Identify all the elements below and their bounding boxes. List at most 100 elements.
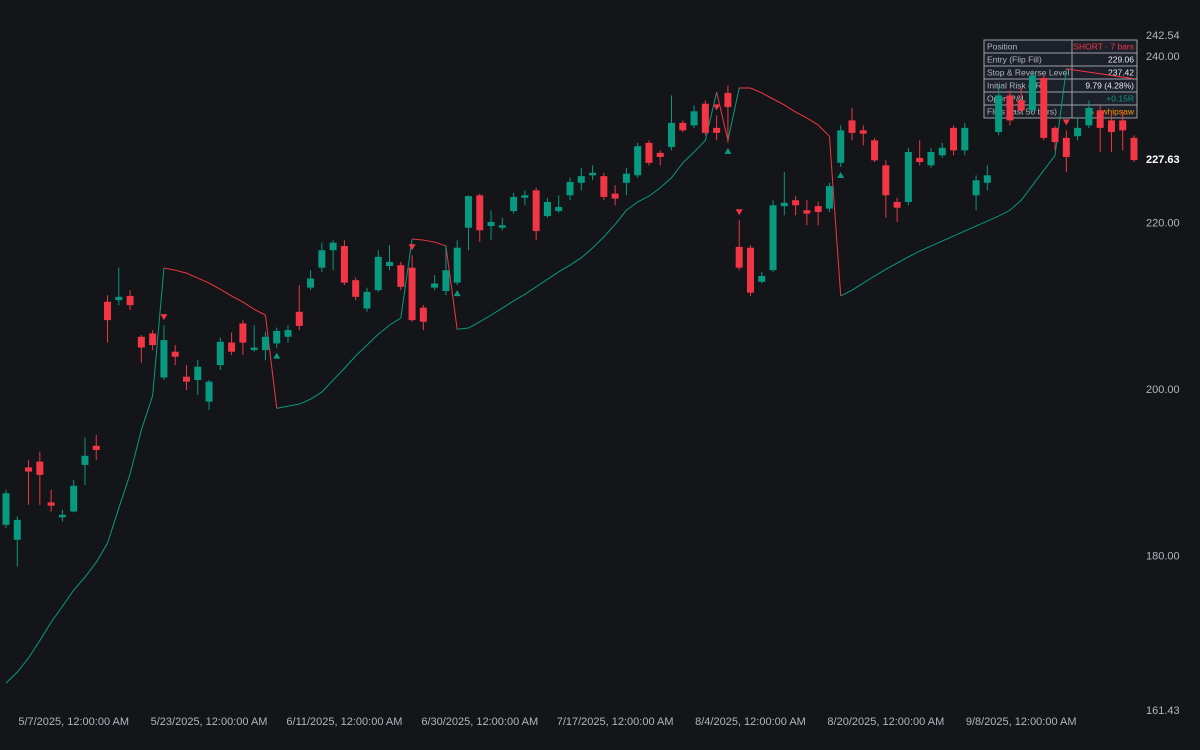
x-tick-label: 6/30/2025, 12:00:00 AM: [421, 716, 538, 728]
candle-body: [352, 280, 360, 297]
stop-line: [840, 155, 1056, 297]
stop-flip: [445, 245, 458, 330]
candle-body: [713, 127, 721, 133]
candle-body: [363, 291, 371, 309]
stop-flip: [400, 238, 413, 319]
candle-body: [47, 502, 55, 506]
candle-body: [916, 157, 924, 162]
candle-body: [690, 111, 698, 126]
candle-body: [1096, 110, 1104, 128]
candle-body: [611, 193, 619, 199]
candle-body: [160, 340, 168, 378]
table-value: 9.79 (4.28%): [1085, 80, 1134, 90]
candle-body: [780, 202, 788, 207]
candle-body: [70, 485, 78, 512]
candle-body: [589, 172, 597, 176]
candle-body: [837, 130, 845, 163]
candle-body: [555, 206, 563, 212]
candle-body: [273, 330, 281, 344]
candle-body: [419, 307, 427, 322]
candle-body: [521, 195, 529, 198]
candle-body: [668, 122, 676, 148]
short-signal: [408, 244, 416, 251]
candle-body: [634, 146, 642, 176]
long-signal: [837, 171, 845, 178]
candle-body: [1107, 120, 1115, 133]
table-value: 237.42: [1108, 67, 1134, 77]
candle-body: [950, 127, 958, 151]
candle-body: [92, 445, 100, 450]
candle-body: [904, 152, 912, 202]
table-value: 5 · whipsaw: [1089, 106, 1135, 116]
table-value: 229.06: [1108, 54, 1134, 64]
long-signal: [273, 352, 281, 359]
candle-body: [464, 196, 472, 228]
y-tick-label: 161.43: [1146, 705, 1180, 717]
candle-body: [205, 381, 213, 402]
candle-body: [1017, 100, 1025, 111]
stop-line: [1066, 68, 1135, 80]
table-value: +0.15R: [1106, 93, 1134, 103]
y-tick-label: 240.00: [1146, 51, 1180, 63]
candle-body: [769, 205, 777, 271]
candle-body: [1062, 137, 1070, 158]
table-label: Stop & Reverse Level: [987, 67, 1069, 77]
short-signal: [1062, 119, 1070, 126]
candle-body: [194, 366, 202, 381]
candle-body: [453, 247, 461, 283]
candle-body: [318, 250, 326, 268]
x-tick-label: 5/23/2025, 12:00:00 AM: [151, 716, 268, 728]
stop-flip: [828, 136, 842, 297]
candle-body: [498, 225, 506, 228]
stop-line: [276, 317, 402, 409]
candle-body: [656, 152, 664, 158]
candle-body: [566, 181, 574, 196]
x-tick-label: 8/4/2025, 12:00:00 AM: [695, 716, 806, 728]
candle-body: [645, 142, 653, 163]
candle-body: [36, 461, 44, 475]
x-tick-label: 9/8/2025, 12:00:00 AM: [966, 716, 1077, 728]
candle-body: [1119, 120, 1127, 131]
x-tick-label: 7/17/2025, 12:00:00 AM: [557, 716, 674, 728]
table-label: Entry (Flip Fill): [987, 54, 1042, 64]
candle-body: [171, 351, 179, 357]
stop-flip: [716, 91, 729, 141]
candle-body: [386, 261, 394, 267]
short-signal: [160, 314, 168, 321]
candle-body: [701, 103, 709, 133]
y-tick-label: 242.54: [1146, 30, 1180, 42]
candle-body: [408, 267, 416, 321]
table-label: Position: [987, 41, 1018, 51]
candle-body: [814, 206, 822, 212]
y-tick-label: 200.00: [1146, 384, 1180, 396]
candle-body: [228, 342, 236, 352]
candle-body: [871, 140, 879, 161]
candle-body: [182, 376, 190, 382]
candle-body: [938, 147, 946, 156]
candle-body: [735, 246, 743, 268]
candle-body: [848, 120, 856, 133]
candle-body: [983, 175, 991, 183]
candle-body: [893, 201, 901, 208]
stop-flip: [727, 87, 740, 141]
candle-body: [679, 122, 687, 131]
candle-body: [374, 256, 382, 291]
x-tick-label: 6/11/2025, 12:00:00 AM: [286, 716, 402, 728]
y-tick-label: 220.00: [1146, 217, 1180, 229]
candle-body: [746, 247, 754, 293]
y-tick-label: 180.00: [1146, 550, 1180, 562]
candle-body: [307, 278, 315, 288]
candle-body: [927, 152, 935, 166]
candle-body: [104, 301, 112, 321]
candle-body: [1051, 127, 1059, 143]
candle-body: [216, 341, 224, 366]
candle-body: [510, 196, 518, 212]
candle-body: [13, 519, 21, 540]
candle-body: [532, 190, 540, 232]
short-signal: [735, 209, 743, 216]
candle-body: [622, 173, 630, 183]
candle-body: [825, 186, 833, 209]
table-label: Flips (last 50 bars): [987, 106, 1057, 116]
stop-line: [739, 87, 830, 137]
